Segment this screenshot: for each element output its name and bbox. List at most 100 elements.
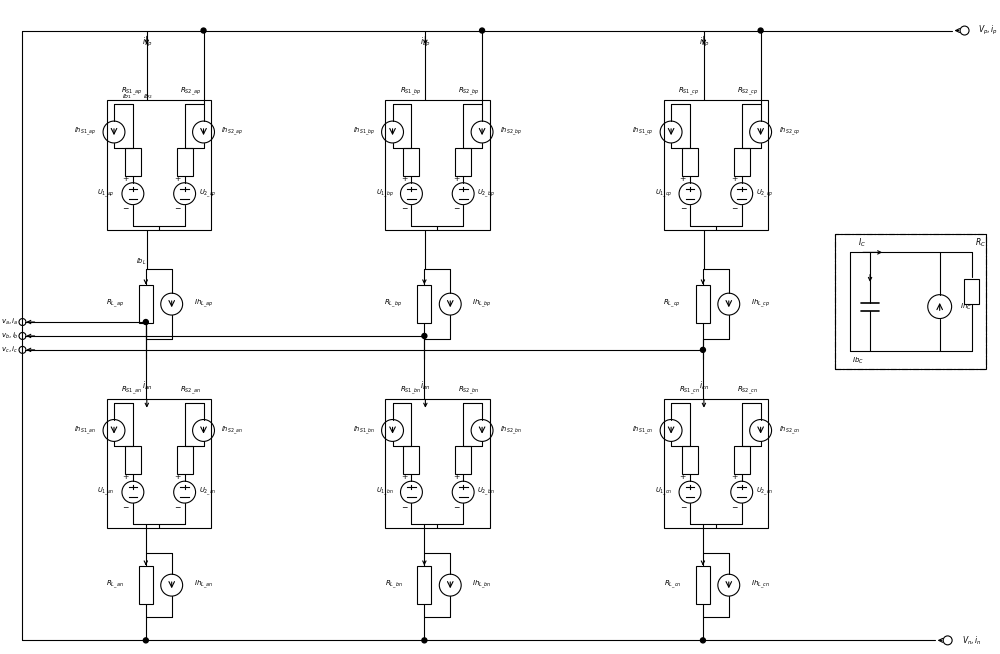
Text: $R_{L\_cn}$: $R_{L\_cn}$ [664, 579, 681, 591]
Circle shape [960, 26, 969, 35]
Text: +: + [680, 473, 686, 481]
Text: +: + [174, 473, 181, 481]
Text: $U_{1\_cn}$: $U_{1\_cn}$ [655, 486, 672, 498]
Text: $R_{S1\_bn}$: $R_{S1\_bn}$ [400, 385, 421, 397]
Text: $v_c, i_c$: $v_c, i_c$ [1, 345, 18, 355]
Text: $U_{1\_bn}$: $U_{1\_bn}$ [376, 486, 394, 498]
Text: $v_b, i_b$: $v_b, i_b$ [1, 331, 18, 341]
Text: $Ih_{S1\_cp}$: $Ih_{S1\_cp}$ [632, 126, 653, 138]
Text: $R_{S2\_bn}$: $R_{S2\_bn}$ [458, 385, 480, 397]
Text: $Ih_C$: $Ih_C$ [960, 301, 971, 312]
Bar [177, 447, 193, 474]
Text: $R_{S1\_cn}$: $R_{S1\_cn}$ [679, 385, 700, 397]
Circle shape [943, 636, 952, 645]
Text: $i_{an}$: $i_{an}$ [142, 379, 152, 392]
Text: $i_{ap}$: $i_{ap}$ [142, 36, 152, 49]
Text: $Ih_{S1\_an}$: $Ih_{S1\_an}$ [74, 424, 96, 437]
Text: $R_{S2\_ap}$: $R_{S2\_ap}$ [180, 86, 201, 98]
Text: −: − [174, 504, 181, 512]
Text: +: + [731, 175, 738, 182]
Text: $R_{L\_bp}$: $R_{L\_bp}$ [384, 298, 402, 310]
Bar [734, 148, 750, 176]
Bar [107, 100, 211, 230]
Text: $v_a, i_a$: $v_a, i_a$ [1, 317, 18, 327]
Text: $Ih_{L\_cp}$: $Ih_{L\_cp}$ [751, 298, 770, 310]
Text: $U_{1\_ap}$: $U_{1\_ap}$ [97, 188, 115, 199]
Bar [403, 447, 419, 474]
Text: $R_C$: $R_C$ [975, 236, 986, 249]
Text: +: + [453, 175, 459, 182]
Text: $U_{2\_cn}$: $U_{2\_cn}$ [756, 486, 773, 498]
Text: $R_{S1\_cp}$: $R_{S1\_cp}$ [678, 86, 700, 98]
Text: $R_{L\_an}$: $R_{L\_an}$ [106, 579, 124, 591]
Bar [696, 566, 710, 604]
Bar [107, 399, 211, 528]
Text: $U_{2\_ap}$: $U_{2\_ap}$ [199, 188, 216, 199]
Circle shape [700, 347, 705, 353]
Bar [664, 100, 768, 230]
Bar [964, 279, 979, 304]
Bar [696, 285, 710, 323]
Text: $V_n, i_n$: $V_n, i_n$ [962, 634, 982, 647]
Text: −: − [401, 205, 407, 214]
Text: $Ih_{L\_an}$: $Ih_{L\_an}$ [194, 579, 213, 591]
Text: $R_{S1\_an}$: $R_{S1\_an}$ [121, 385, 143, 397]
Text: +: + [123, 175, 129, 182]
Text: −: − [453, 205, 459, 214]
Text: $U_{1\_cp}$: $U_{1\_cp}$ [655, 188, 672, 199]
Text: $i_{cp}$: $i_{cp}$ [699, 36, 709, 49]
Text: $R_{S2\_bp}$: $R_{S2\_bp}$ [458, 86, 480, 98]
Text: $U_{2\_cp}$: $U_{2\_cp}$ [756, 188, 773, 199]
Text: $Ib_L$: $Ib_L$ [136, 257, 146, 267]
Bar [125, 148, 141, 176]
Bar [835, 235, 986, 369]
Text: $Ih_{L\_bn}$: $Ih_{L\_bn}$ [472, 579, 492, 591]
Circle shape [480, 28, 485, 33]
Circle shape [700, 638, 705, 643]
Bar [455, 148, 471, 176]
Bar [835, 235, 986, 369]
Bar [385, 399, 490, 528]
Text: $V_p, i_p$: $V_p, i_p$ [978, 24, 998, 37]
Text: $Ih_{S2\_cp}$: $Ih_{S2\_cp}$ [779, 126, 800, 138]
Text: +: + [731, 473, 738, 481]
Text: $R_{L\_bn}$: $R_{L\_bn}$ [385, 579, 402, 591]
Text: $U_{1\_bp}$: $U_{1\_bp}$ [376, 188, 394, 199]
Circle shape [201, 28, 206, 33]
Bar [403, 148, 419, 176]
Bar [682, 148, 698, 176]
Text: +: + [174, 175, 181, 182]
Bar [139, 285, 153, 323]
Text: −: − [731, 504, 738, 512]
Text: −: − [680, 205, 686, 214]
Text: $Ih_{S2\_ap}$: $Ih_{S2\_ap}$ [221, 126, 243, 138]
Text: $U_{1\_an}$: $U_{1\_an}$ [97, 486, 115, 498]
Text: $Ih_{L\_ap}$: $Ih_{L\_ap}$ [194, 298, 213, 310]
Text: $Ih_{L\_bp}$: $Ih_{L\_bp}$ [472, 298, 492, 310]
Text: −: − [174, 205, 181, 214]
Text: $Ih_{S1\_ap}$: $Ih_{S1\_ap}$ [74, 126, 96, 138]
Text: −: − [680, 504, 686, 512]
Text: $R_{S1\_bp}$: $R_{S1\_bp}$ [400, 86, 421, 98]
Text: $Ib_C$: $Ib_C$ [852, 356, 864, 366]
Text: $Ih_{S2\_cn}$: $Ih_{S2\_cn}$ [779, 424, 800, 437]
Text: $Ih_{S2\_an}$: $Ih_{S2\_an}$ [221, 424, 243, 437]
Text: $R_{S1\_ap}$: $R_{S1\_ap}$ [121, 86, 143, 98]
Text: −: − [453, 504, 459, 512]
Text: $Ib_2$: $Ib_2$ [143, 92, 153, 101]
Circle shape [19, 318, 26, 326]
Bar [385, 100, 490, 230]
Text: $Ih_{S1\_bp}$: $Ih_{S1\_bp}$ [353, 126, 375, 138]
Text: $U_{2\_bn}$: $U_{2\_bn}$ [477, 486, 495, 498]
Text: $U_{2\_bp}$: $U_{2\_bp}$ [477, 188, 495, 199]
Circle shape [143, 320, 148, 324]
Text: $R_{S2\_cn}$: $R_{S2\_cn}$ [737, 385, 758, 397]
Text: −: − [731, 205, 738, 214]
Text: $Ih_{S2\_bp}$: $Ih_{S2\_bp}$ [500, 126, 522, 138]
Text: $R_{S2\_an}$: $R_{S2\_an}$ [180, 385, 201, 397]
Circle shape [422, 638, 427, 643]
Bar [417, 566, 431, 604]
Text: $Ih_{S1\_cn}$: $Ih_{S1\_cn}$ [632, 424, 653, 437]
Bar [664, 399, 768, 528]
Text: −: − [123, 205, 129, 214]
